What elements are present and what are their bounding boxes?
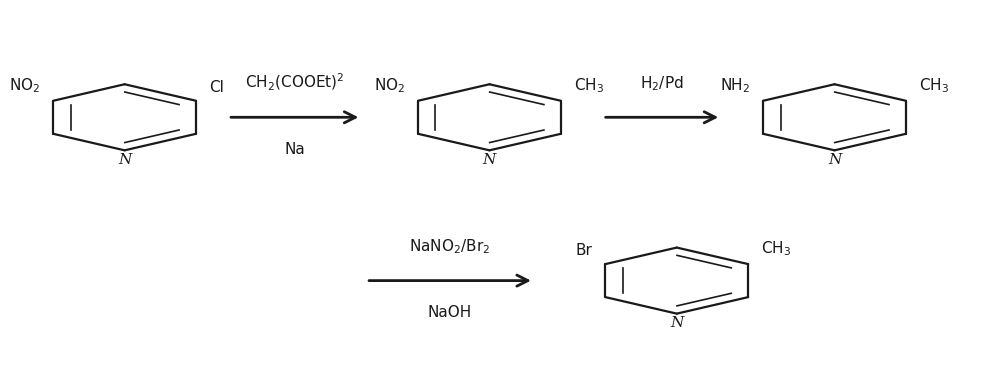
- Text: CH$_2$(COOEt)$^2$: CH$_2$(COOEt)$^2$: [245, 72, 344, 93]
- Text: N: N: [483, 153, 496, 167]
- Text: CH$_3$: CH$_3$: [574, 76, 604, 95]
- Text: NO$_2$: NO$_2$: [374, 76, 405, 95]
- Text: Cl: Cl: [209, 80, 224, 95]
- Text: NaNO$_2$/Br$_2$: NaNO$_2$/Br$_2$: [409, 237, 491, 256]
- Text: Br: Br: [576, 243, 592, 258]
- Text: NaOH: NaOH: [428, 305, 472, 320]
- Text: NH$_2$: NH$_2$: [720, 76, 750, 95]
- Text: N: N: [670, 316, 683, 330]
- Text: H$_2$/Pd: H$_2$/Pd: [640, 74, 684, 93]
- Text: N: N: [828, 153, 841, 167]
- Text: N: N: [118, 153, 131, 167]
- Text: NO$_2$: NO$_2$: [9, 76, 40, 95]
- Text: CH$_3$: CH$_3$: [761, 239, 791, 258]
- Text: CH$_3$: CH$_3$: [919, 76, 949, 95]
- Text: Na: Na: [284, 142, 305, 157]
